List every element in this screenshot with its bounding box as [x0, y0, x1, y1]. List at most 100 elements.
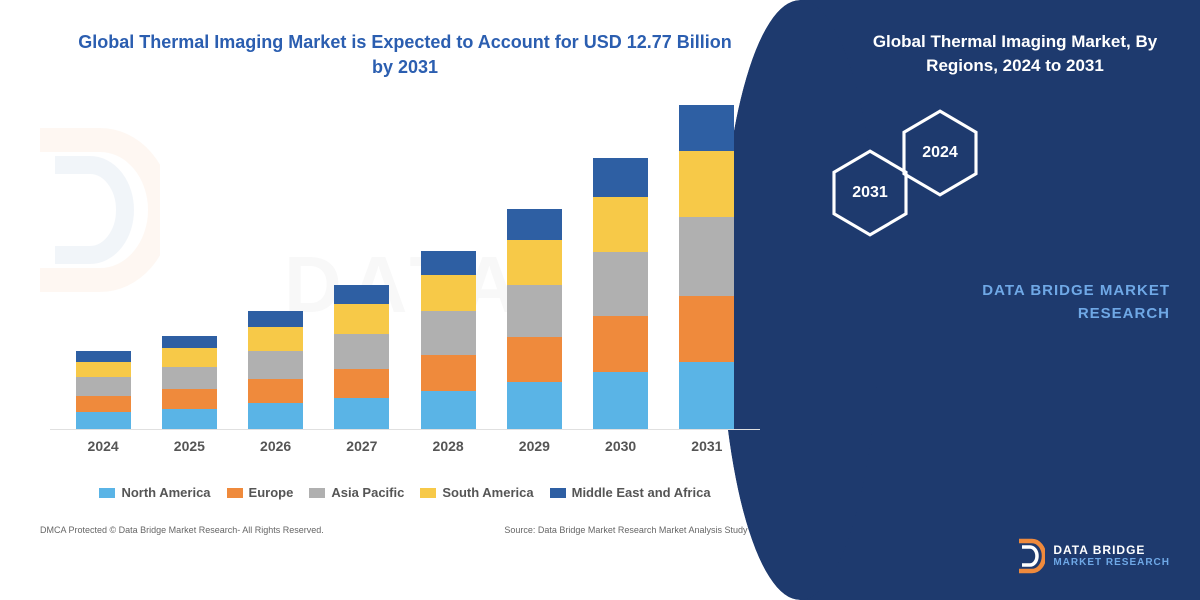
stacked-bar [679, 105, 734, 430]
bar-segment [507, 285, 562, 337]
bar-segment [593, 158, 648, 196]
bar-segment [679, 362, 734, 430]
x-axis-label: 2028 [405, 438, 491, 454]
bar-segment [162, 367, 217, 390]
bar-segment [76, 412, 131, 429]
bar-segment [679, 217, 734, 295]
legend-swatch [309, 488, 325, 498]
bar-segment [76, 362, 131, 378]
footer-row: DMCA Protected © Data Bridge Market Rese… [30, 525, 780, 535]
x-axis-labels: 20242025202620272028202920302031 [50, 430, 760, 454]
bar-segment [679, 105, 734, 152]
stacked-bar [248, 311, 303, 429]
bar-segment [76, 351, 131, 361]
bar-segment [679, 296, 734, 362]
bar-segment [248, 379, 303, 403]
logo-text: DATA BRIDGE MARKET RESEARCH [1053, 544, 1170, 568]
bar-segment [421, 391, 476, 429]
bars-container [50, 100, 760, 430]
legend-swatch [227, 488, 243, 498]
legend-label: North America [121, 485, 210, 500]
bar-segment [334, 398, 389, 429]
right-panel: Global Thermal Imaging Market, By Region… [800, 0, 1200, 600]
bar-segment [421, 251, 476, 275]
logo-main-text: DATA BRIDGE [1053, 544, 1170, 557]
bar-segment [421, 311, 476, 354]
hexagon-2024: 2024 [900, 108, 980, 198]
bar-segment [76, 396, 131, 412]
stacked-bar [162, 336, 217, 430]
bar-segment [679, 151, 734, 217]
legend-item: Middle East and Africa [550, 485, 711, 500]
bar-group [664, 105, 750, 430]
stacked-bar [76, 351, 131, 429]
bar-segment [162, 336, 217, 348]
legend-label: Middle East and Africa [572, 485, 711, 500]
x-axis-label: 2025 [146, 438, 232, 454]
stacked-bar [507, 209, 562, 430]
bar-group [233, 311, 319, 429]
logo-sub-text: MARKET RESEARCH [1053, 557, 1170, 568]
x-axis-label: 2026 [233, 438, 319, 454]
stacked-bar [421, 251, 476, 430]
chart-legend: North America Europe Asia Pacific South Ame… [30, 485, 780, 500]
legend-swatch [420, 488, 436, 498]
bar-segment [334, 369, 389, 399]
legend-item: North America [99, 485, 210, 500]
bar-group [146, 336, 232, 430]
bar-group [578, 158, 664, 429]
legend-swatch [550, 488, 566, 498]
bar-group [405, 251, 491, 430]
main-container: Global Thermal Imaging Market is Expecte… [0, 0, 1200, 600]
brand-line2: RESEARCH [982, 303, 1170, 326]
bar-segment [76, 377, 131, 396]
bar-segment [421, 355, 476, 391]
bar-segment [248, 327, 303, 351]
legend-item: Asia Pacific [309, 485, 404, 500]
hexagon-label: 2024 [922, 144, 958, 162]
legend-item: Europe [227, 485, 294, 500]
logo-icon [1015, 537, 1045, 575]
x-axis-label: 2029 [491, 438, 577, 454]
brand-text: DATA BRIDGE MARKET RESEARCH [982, 280, 1170, 325]
bar-segment [162, 409, 217, 430]
chart-area: DATA 20242025202620272028202920302031 [50, 100, 760, 470]
legend-swatch [99, 488, 115, 498]
x-axis-label: 2030 [578, 438, 664, 454]
bar-segment [334, 285, 389, 304]
stacked-bar [593, 158, 648, 429]
left-panel: Global Thermal Imaging Market is Expecte… [0, 0, 800, 600]
chart-title: Global Thermal Imaging Market is Expecte… [30, 30, 780, 80]
bar-segment [248, 311, 303, 327]
footer-copyright: DMCA Protected © Data Bridge Market Rese… [40, 525, 324, 535]
bar-segment [248, 403, 303, 429]
bar-segment [593, 316, 648, 372]
bar-segment [507, 337, 562, 382]
x-axis-label: 2027 [319, 438, 405, 454]
bar-segment [162, 389, 217, 408]
hexagon-label: 2031 [852, 184, 888, 202]
bar-segment [593, 252, 648, 316]
bar-segment [507, 382, 562, 429]
footer-source: Source: Data Bridge Market Research Mark… [504, 525, 770, 535]
bar-segment [507, 240, 562, 285]
bar-segment [248, 351, 303, 379]
legend-item: South America [420, 485, 533, 500]
logo-area: DATA BRIDGE MARKET RESEARCH [1015, 537, 1170, 575]
stacked-bar [334, 285, 389, 429]
legend-label: Asia Pacific [331, 485, 404, 500]
legend-label: Europe [249, 485, 294, 500]
right-panel-title: Global Thermal Imaging Market, By Region… [860, 30, 1170, 78]
bar-segment [421, 275, 476, 311]
legend-label: South America [442, 485, 533, 500]
hexagon-2031: 2031 [830, 148, 910, 238]
brand-line1: DATA BRIDGE MARKET [982, 280, 1170, 303]
bar-segment [162, 348, 217, 367]
bar-segment [507, 209, 562, 240]
bar-segment [334, 304, 389, 334]
bar-group [319, 285, 405, 429]
bar-segment [593, 197, 648, 253]
bar-group [60, 351, 146, 429]
hexagon-group: 2031 2024 [820, 108, 1170, 258]
bar-group [491, 209, 577, 430]
